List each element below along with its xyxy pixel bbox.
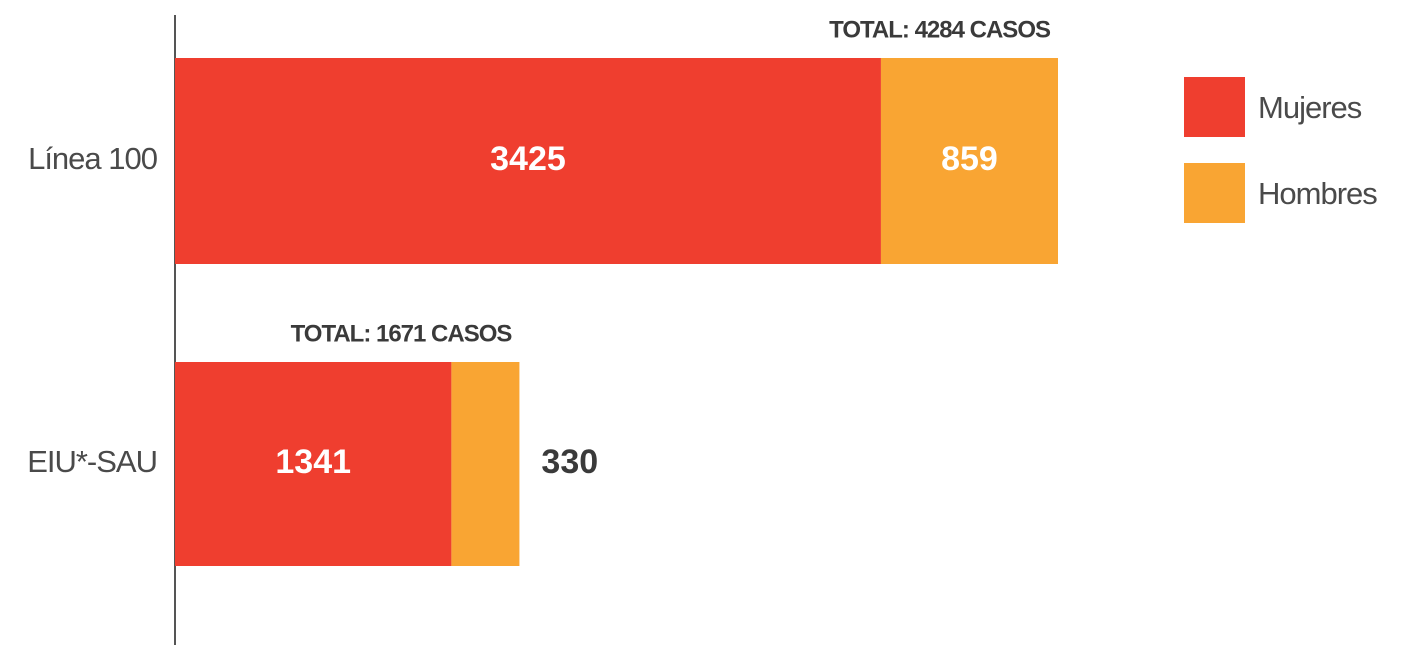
category-label: Línea 100: [28, 141, 158, 176]
category-label: EIU*-SAU: [27, 444, 157, 479]
legend-swatch: [1184, 77, 1245, 137]
legend-swatch: [1184, 163, 1245, 223]
bar-segment: [880, 58, 1058, 264]
total-annotation: TOTAL: 4284 CASOS: [829, 16, 1051, 43]
value-label: 859: [941, 140, 998, 178]
bar-segment: [175, 58, 881, 264]
total-annotation: TOTAL: 1671 CASOS: [291, 320, 513, 347]
legend-label: Mujeres: [1258, 90, 1362, 125]
value-label: 3425: [490, 140, 566, 178]
value-label: 330: [541, 443, 598, 481]
value-label: 1341: [275, 443, 351, 481]
legend-label: Hombres: [1258, 176, 1377, 211]
bar-segment: [175, 362, 452, 566]
bar-segment: [451, 362, 520, 566]
